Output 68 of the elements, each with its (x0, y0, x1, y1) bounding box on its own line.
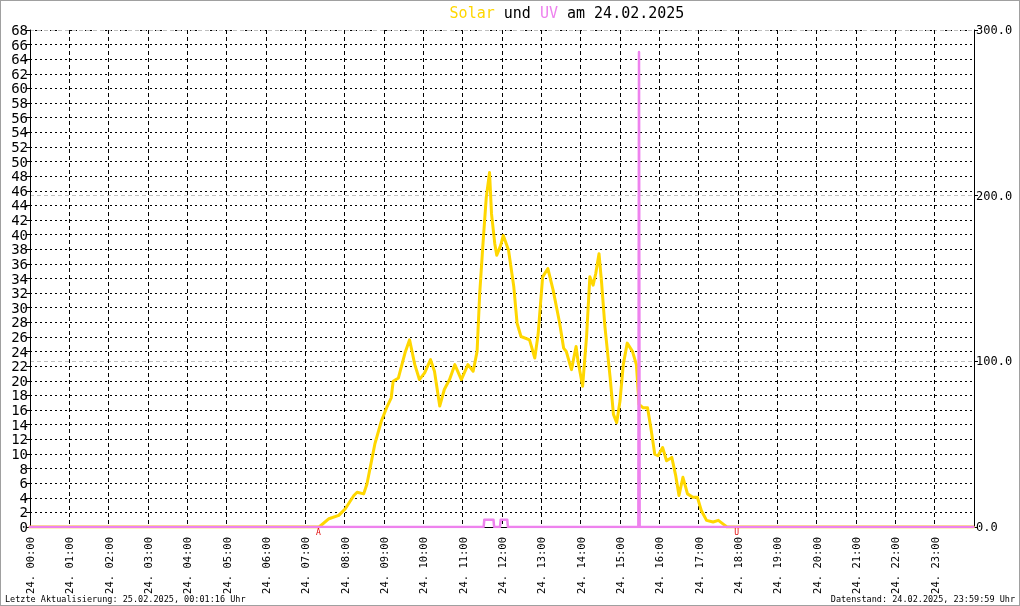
x-tick-label: 24. 23:00 (928, 537, 941, 594)
y-tick-label: 44 (11, 197, 28, 214)
y-tick-label: 34 (11, 270, 28, 287)
y-tick-label: 16 (11, 402, 28, 419)
x-tick-label: 24. 09:00 (378, 537, 390, 594)
x-tick-label: 24. 12:00 (496, 537, 508, 594)
x-tick-label: 24. 06:00 (260, 537, 272, 594)
y-tick-label: 48 (11, 168, 28, 185)
text: Datenstand: 24.02.2025, 23:59:59 Uhr (830, 594, 1015, 604)
y-tick-label: 50 (11, 153, 28, 170)
y-tick-label: 46 (11, 182, 28, 199)
y-tick-label: 8 (19, 460, 28, 477)
y2-tick-label: 300.0 (976, 23, 1013, 37)
y-tick-label: 36 (11, 255, 28, 272)
y-tick-label: 0 (19, 519, 28, 535)
y-tick-label: 64 (11, 51, 28, 68)
y-tick-label: 54 (11, 124, 28, 141)
x-tick-label: 24. 11:00 (456, 537, 469, 594)
x-tick-label: 24. 16:00 (653, 537, 666, 594)
x-tick-label: 24. 04:00 (181, 537, 194, 594)
y2-tick-label: 0.0 (976, 520, 998, 534)
x-tick-label: 24. 07:00 (299, 537, 312, 594)
y-tick-label: 58 (11, 95, 28, 112)
x-tick-label: 24. 15:00 (614, 537, 626, 594)
y-tick-label: 14 (11, 416, 28, 433)
x-tick-label: 24. 13:00 (535, 537, 548, 594)
x-tick-label: 24. 05:00 (220, 537, 233, 594)
y-tick-label: 18 (11, 387, 28, 404)
x-tick-label: 24. 14:00 (574, 537, 587, 594)
annotation: A (316, 527, 322, 537)
y-tick-label: 66 (11, 36, 28, 53)
y-tick-label: 60 (11, 80, 28, 97)
y-tick-label: 30 (11, 299, 28, 316)
y-tick-label: 42 (11, 212, 28, 229)
y-tick-label: 12 (11, 431, 28, 448)
y-tick-label: 22 (11, 358, 28, 375)
y-tick-label: 52 (11, 138, 28, 155)
x-tick-label: 24. 10:00 (417, 537, 430, 594)
x-tick-label: 24. 17:00 (692, 537, 705, 594)
x-tick-label: 24. 18:00 (732, 537, 744, 594)
x-tick-label: 24. 01:00 (63, 537, 76, 594)
y-tick-label: 56 (11, 109, 28, 126)
annotation: U (734, 527, 740, 537)
x-tick-label: 24. 08:00 (338, 537, 351, 594)
x-tick-label: 24. 00:00 (24, 537, 36, 594)
y-tick-label: 4 (19, 489, 28, 506)
y-tick-label: 68 (11, 22, 28, 38)
chart-title: Solar und UV am 24.02.2025 (449, 4, 685, 22)
x-tick-label: 24. 02:00 (102, 537, 115, 594)
y-tick-label: 10 (11, 445, 28, 462)
x-tick-label: 24. 19:00 (771, 537, 784, 594)
y2-tick-label: 100.0 (976, 354, 1013, 369)
text: Letzte Aktualisierung: 25.02.2025, 00:01:16 Uhr (5, 594, 246, 604)
y-tick-label: 26 (11, 328, 28, 345)
x-tick-label: 24. 22:00 (889, 537, 902, 594)
y-tick-label: 28 (11, 314, 28, 331)
y-tick-label: 6 (19, 475, 28, 492)
y-tick-label: 20 (11, 372, 28, 389)
y-tick-label: 32 (11, 285, 28, 302)
y-tick-label: 2 (19, 504, 28, 521)
y-tick-label: 62 (11, 65, 28, 82)
y-tick-label: 24 (11, 343, 28, 360)
x-tick-label: 24. 20:00 (810, 537, 823, 594)
x-tick-label: 24. 03:00 (142, 537, 154, 594)
x-tick-label: 24. 21:00 (850, 537, 862, 594)
y-tick-label: 38 (11, 241, 28, 258)
y-tick-label: 40 (11, 226, 28, 243)
y2-tick-label: 200.0 (976, 188, 1013, 203)
